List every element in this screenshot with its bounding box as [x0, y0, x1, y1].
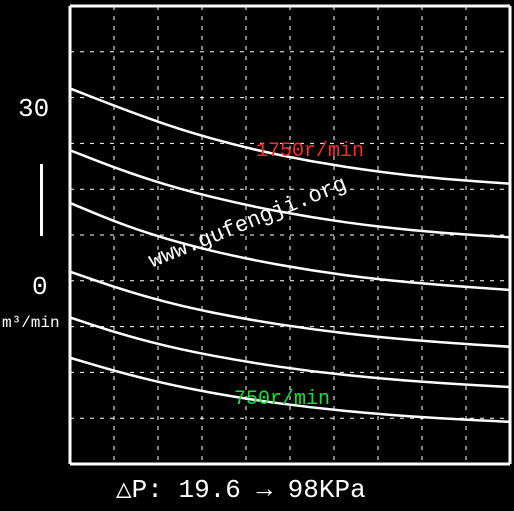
- y-tick-30: 30: [18, 94, 49, 124]
- label-1750: 1750r/min: [256, 140, 364, 163]
- label-750: 750r/min: [234, 388, 330, 411]
- y-tick-bar: [40, 164, 43, 236]
- performance-chart: [0, 0, 514, 511]
- x-axis-label: △P: 19.6 → 98KPa: [116, 474, 366, 505]
- y-unit-label: m³/min: [2, 314, 60, 332]
- y-tick-0: 0: [32, 272, 48, 302]
